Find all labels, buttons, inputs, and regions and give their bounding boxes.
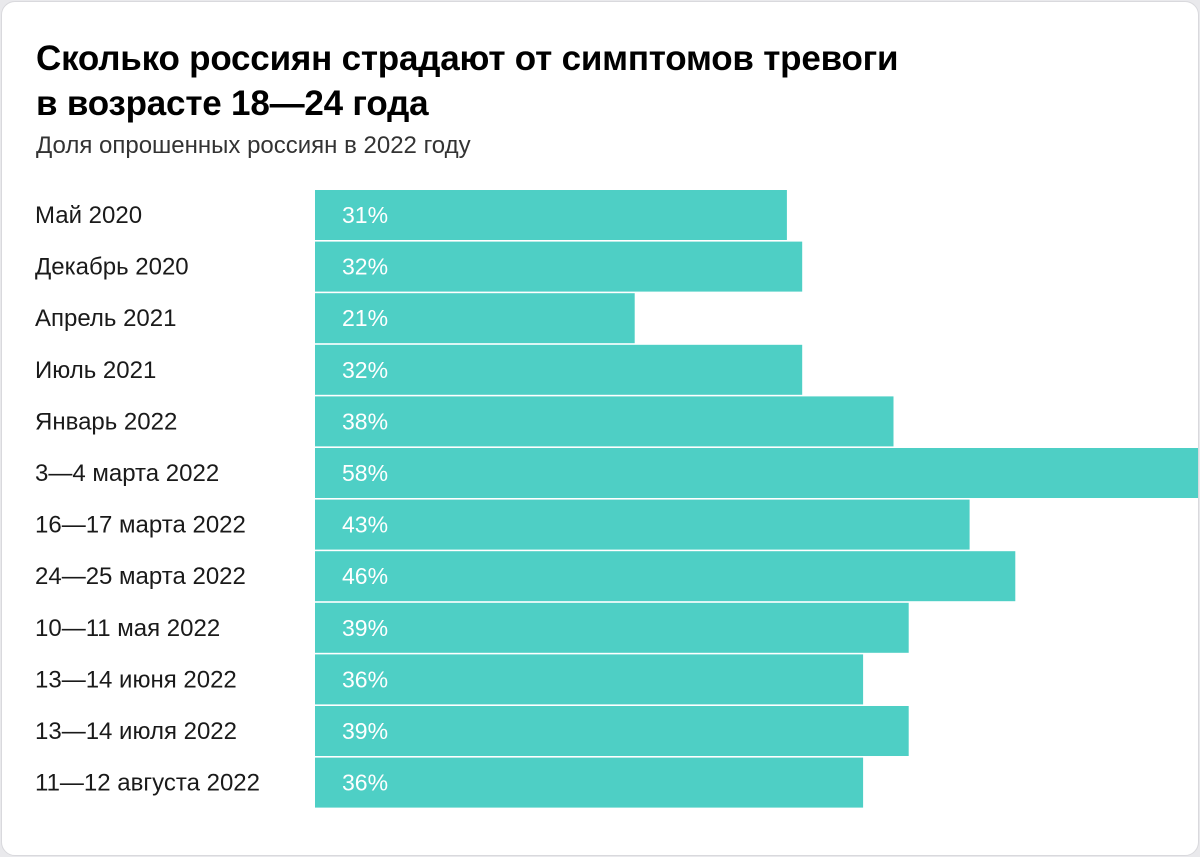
- chart-title-line-2: в возрасте 18—24 года: [36, 84, 429, 123]
- value-label-4: 38%: [342, 408, 388, 434]
- value-label-3: 32%: [342, 357, 388, 383]
- category-label-1: Декабрь 2020: [35, 254, 189, 281]
- value-label-8: 39%: [342, 615, 388, 641]
- bar-7: [315, 551, 1016, 602]
- bar-11: [315, 757, 864, 808]
- value-label-7: 46%: [342, 563, 388, 589]
- category-label-11: 11—12 августа 2022: [35, 770, 260, 797]
- value-label-11: 36%: [342, 770, 388, 796]
- category-label-7: 24—25 марта 2022: [35, 563, 246, 590]
- category-label-9: 13—14 июня 2022: [35, 666, 237, 693]
- bar-0: [315, 190, 787, 240]
- value-label-2: 21%: [342, 305, 388, 331]
- category-label-2: Апрель 2021: [35, 305, 176, 332]
- bar-1: [315, 241, 803, 292]
- value-label-5: 58%: [342, 460, 388, 486]
- value-label-6: 43%: [342, 512, 388, 538]
- value-label-0: 31%: [342, 202, 388, 228]
- value-label-10: 39%: [342, 718, 388, 744]
- category-label-4: Январь 2022: [35, 408, 177, 435]
- bar-5: [315, 448, 1198, 498]
- bar-10: [315, 706, 909, 756]
- category-label-10: 13—14 июля 2022: [35, 718, 237, 745]
- bar-3: [315, 344, 803, 395]
- bar-6: [315, 499, 970, 550]
- category-label-8: 10—11 мая 2022: [35, 615, 220, 642]
- value-label-9: 36%: [342, 666, 388, 692]
- category-label-6: 16—17 марта 2022: [35, 512, 246, 539]
- chart-title: Сколько россиян страдают от симптомов тр…: [36, 36, 1136, 126]
- bar-4: [315, 396, 894, 447]
- bar-9: [315, 654, 864, 705]
- value-label-1: 32%: [342, 254, 388, 280]
- bar-2: [315, 293, 635, 344]
- bar-8: [315, 602, 909, 653]
- chart-title-line-1: Сколько россиян страдают от симптомов тр…: [36, 39, 899, 78]
- chart-subtitle: Доля опрошенных россиян в 2022 году: [36, 132, 471, 159]
- category-label-3: Июль 2021: [35, 357, 156, 384]
- category-label-5: 3—4 марта 2022: [35, 460, 219, 487]
- category-label-0: Май 2020: [35, 202, 142, 229]
